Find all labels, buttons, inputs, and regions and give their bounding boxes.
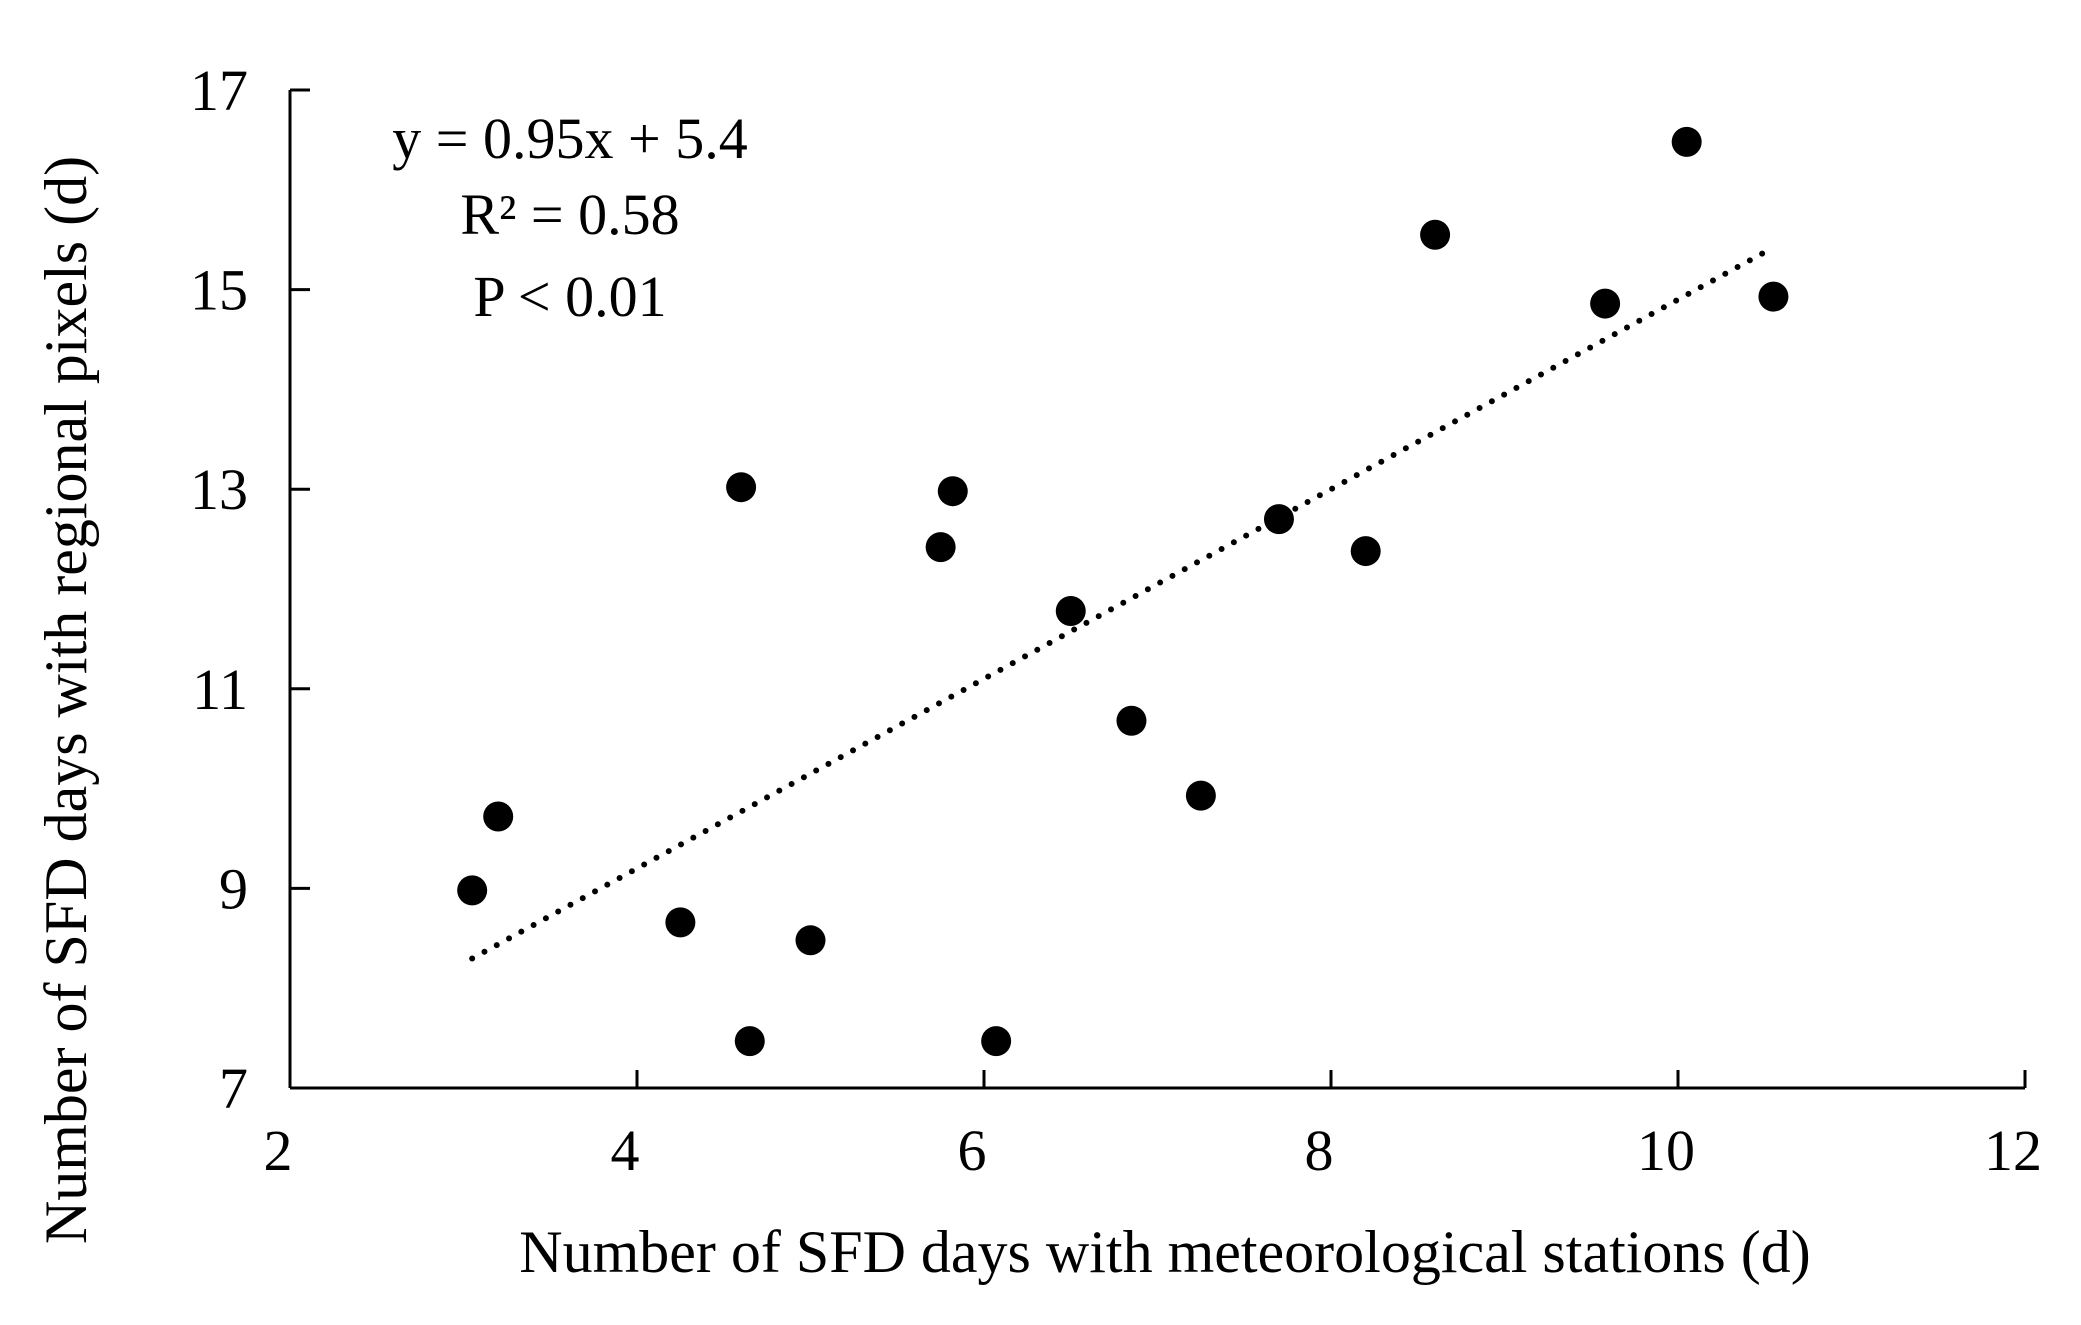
annotation-p-value: P < 0.01 [473, 264, 666, 329]
x-tick-label: 4 [611, 1118, 640, 1183]
annotation-equation: y = 0.95x + 5.4 [392, 106, 747, 171]
y-axis: 7 9 11 13 15 17 [190, 58, 310, 1121]
data-point [1055, 595, 1086, 626]
y-tick-label: 13 [190, 457, 248, 522]
x-tick-label: 2 [264, 1118, 293, 1183]
x-axis: 2 4 6 8 10 12 [264, 1070, 2042, 1183]
y-tick-label: 15 [190, 258, 248, 323]
trendline-group [469, 244, 1777, 962]
data-point [1590, 288, 1621, 319]
data-point [726, 472, 757, 503]
data-point [734, 1026, 765, 1057]
y-axis-label: Number of SFD days with regional pixels … [33, 156, 99, 1244]
data-point [1350, 536, 1381, 567]
data-point [925, 532, 956, 563]
data-point [1116, 705, 1147, 736]
data-point [483, 801, 514, 832]
data-point [457, 875, 488, 906]
data-point [981, 1026, 1012, 1057]
y-tick-label: 7 [219, 1056, 248, 1121]
annotation-r-squared: R² = 0.58 [460, 182, 679, 247]
x-tick-label: 6 [958, 1118, 987, 1183]
data-point [1420, 219, 1451, 250]
x-axis-label: Number of SFD days with meteorological s… [519, 1219, 1810, 1285]
data-point [1263, 504, 1294, 535]
x-tick-label: 12 [1984, 1118, 2042, 1183]
data-points [457, 126, 1789, 1057]
data-point [1671, 126, 1702, 157]
data-point [937, 476, 968, 507]
y-tick-label: 17 [190, 58, 248, 123]
x-tick-label: 10 [1637, 1118, 1695, 1183]
y-tick-label: 9 [219, 856, 248, 921]
trendline [469, 244, 1777, 962]
y-tick-label: 11 [192, 657, 248, 722]
data-point [795, 925, 826, 956]
x-tick-label: 8 [1305, 1118, 1334, 1183]
data-point [1185, 780, 1216, 811]
data-point [1758, 281, 1789, 312]
data-point [665, 907, 696, 938]
